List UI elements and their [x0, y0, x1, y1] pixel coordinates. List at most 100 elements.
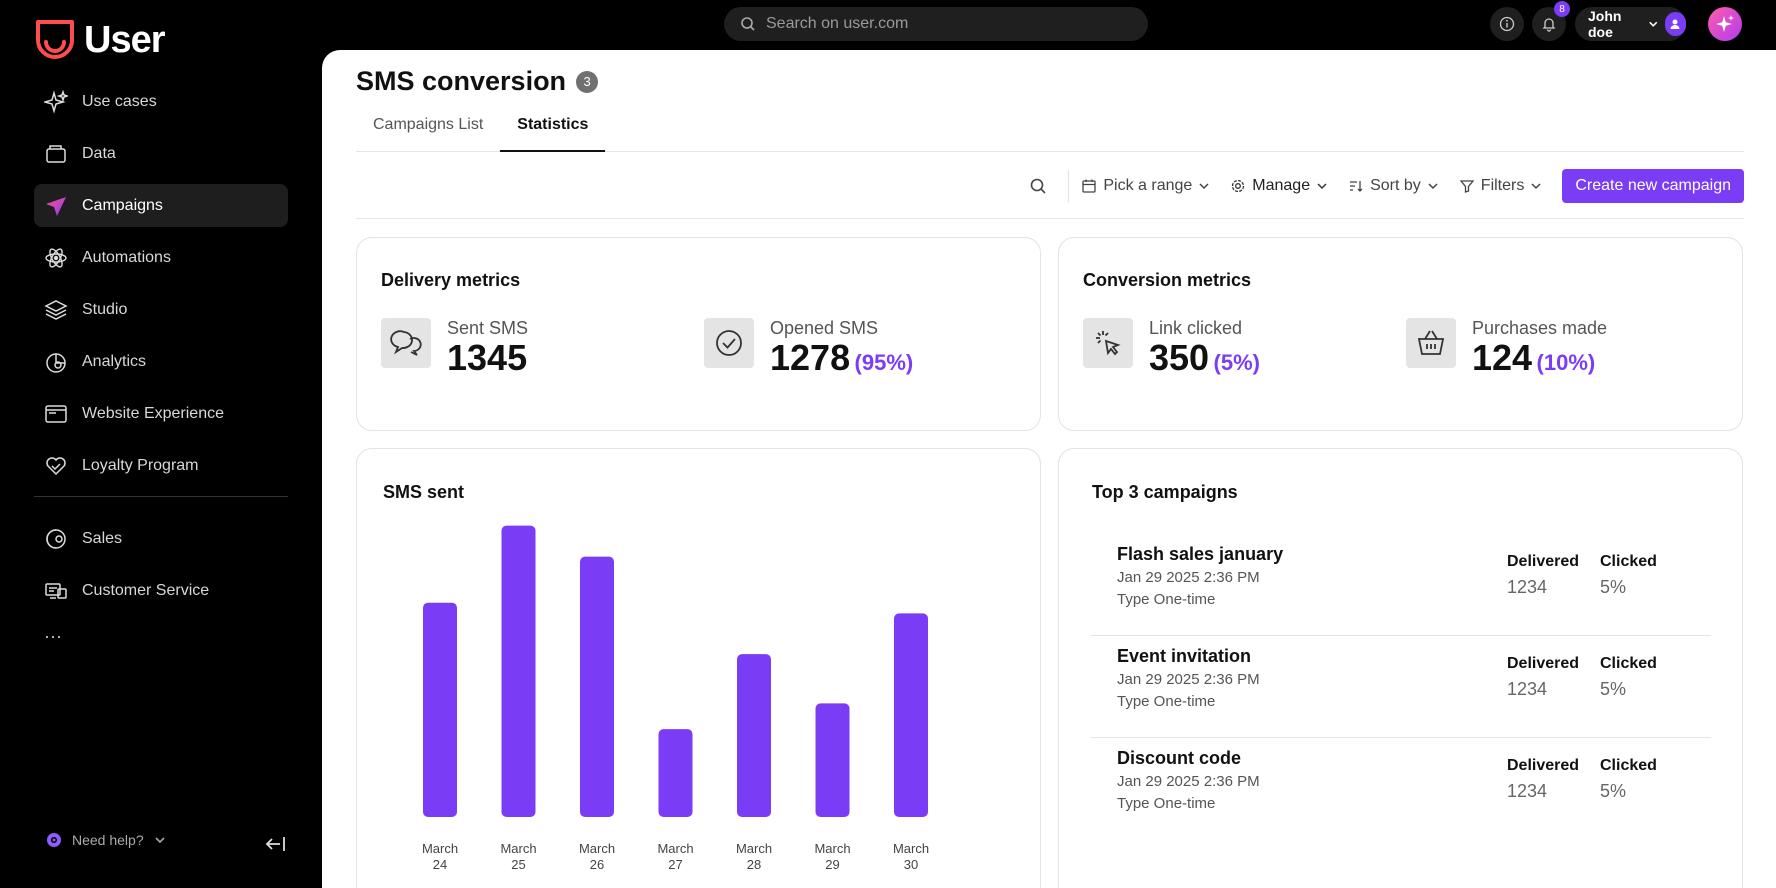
sent-sms-label: Sent SMS: [447, 318, 529, 338]
pick-range-dropdown[interactable]: Pick a range: [1081, 177, 1210, 195]
sidebar-item-analytics[interactable]: Analytics: [34, 340, 288, 383]
campaign-date: Jan 29 2025 2:36 PM: [1117, 671, 1260, 688]
manage-dropdown[interactable]: Manage: [1230, 177, 1328, 195]
user-icon: [1670, 19, 1680, 29]
delivery-metrics-title: Delivery metrics: [381, 270, 521, 290]
row-divider: [1091, 737, 1711, 738]
tab-statistics[interactable]: Statistics: [500, 110, 606, 152]
sidebar-item-studio[interactable]: Studio: [34, 288, 288, 331]
filters-dropdown[interactable]: Filters: [1459, 177, 1543, 195]
campaign-row[interactable]: Flash sales january Jan 29 2025 2:36 PM …: [1091, 531, 1711, 633]
purchases-label: Purchases made: [1472, 318, 1608, 338]
filter-icon: [1459, 180, 1475, 193]
sidebar-item-loyalty-program[interactable]: Loyalty Program: [34, 444, 288, 487]
brand-name: User: [84, 18, 165, 61]
sms-sent-chart-card: SMS sent March 24 March 25 March 26 March 27 Mar…: [356, 448, 1041, 888]
more-options-icon[interactable]: ···: [44, 625, 62, 646]
sidebar-item-automations[interactable]: Automations: [34, 236, 288, 279]
pie-chart-icon: [44, 350, 68, 374]
sales-icon: [44, 527, 68, 551]
chevron-down-icon: [1199, 183, 1209, 190]
clicked-value: 5%: [1600, 679, 1627, 699]
clicked-value: 5%: [1600, 781, 1627, 801]
sent-sms-value: 1345: [447, 337, 528, 378]
notifications-button[interactable]: 8: [1532, 1, 1570, 41]
ai-assistant-button[interactable]: [1708, 7, 1742, 41]
bar-march-27[interactable]: [658, 729, 693, 817]
top-campaigns-title: Top 3 campaigns: [1092, 482, 1238, 502]
x-tick-label: March: [657, 841, 693, 856]
bar-march-26[interactable]: [580, 556, 614, 817]
opened-sms-metric: Opened SMS 1278 (95%): [704, 318, 913, 378]
global-search-input[interactable]: [766, 15, 1106, 33]
sidebar-nav: Use cases Data Campaigns Automations: [34, 80, 288, 651]
avatar: [1664, 12, 1686, 36]
sidebar-item-website-experience[interactable]: Website Experience: [34, 392, 288, 435]
calendar-icon: [1082, 179, 1096, 193]
sidebar-item-label: Data: [82, 144, 116, 162]
conversion-metrics-title: Conversion metrics: [1083, 270, 1252, 290]
opened-sms-value: 1278: [770, 337, 851, 378]
support-chat-icon: [44, 579, 68, 603]
sidebar-item-campaigns[interactable]: Campaigns: [34, 184, 288, 227]
campaign-row[interactable]: Discount code Jan 29 2025 2:36 PM Type O…: [1091, 735, 1711, 837]
sort-icon: [1350, 181, 1363, 192]
delivery-metrics-card: Delivery metrics Sent SMS 1345 Opened SM…: [356, 237, 1041, 431]
chat-bubbles-icon: [381, 318, 431, 368]
delivered-header: Delivered: [1507, 655, 1580, 672]
campaign-name: Event invitation: [1117, 646, 1252, 666]
bar-march-28[interactable]: [737, 654, 771, 817]
chevron-down-icon: [1317, 183, 1327, 190]
sidebar-item-label: Customer Service: [82, 581, 210, 599]
collapse-sidebar-icon[interactable]: [264, 832, 288, 856]
create-campaign-button[interactable]: Create new campaign: [1562, 169, 1744, 203]
bell-icon: [1542, 18, 1556, 32]
need-help-menu[interactable]: Need help?: [46, 832, 166, 848]
toolbar-divider: [1068, 170, 1070, 202]
database-icon: [44, 142, 68, 166]
sent-sms-metric: Sent SMS 1345: [381, 318, 528, 378]
paper-plane-icon: [44, 194, 68, 218]
sidebar-item-customer-service[interactable]: Customer Service: [34, 569, 288, 612]
sort-by-dropdown[interactable]: Sort by: [1348, 177, 1439, 195]
delivered-header: Delivered: [1507, 553, 1580, 570]
heart-hand-icon: [44, 454, 68, 478]
bar-march-24[interactable]: [423, 602, 457, 817]
sidebar: User Use cases Data Campaigns: [0, 0, 322, 888]
purchases-value: 124: [1472, 337, 1533, 378]
opened-sms-label: Opened SMS: [770, 318, 879, 338]
sidebar-item-use-cases[interactable]: Use cases: [34, 80, 288, 123]
sidebar-item-label: Automations: [82, 248, 171, 266]
toolbar-search-button[interactable]: [1018, 168, 1058, 204]
link-clicked-metric: Link clicked 350 (5%): [1083, 318, 1260, 378]
bar-march-25[interactable]: [501, 525, 536, 817]
sidebar-item-sales[interactable]: Sales: [34, 517, 288, 560]
x-tick-label: 24: [433, 857, 447, 872]
x-tick-label: 29: [825, 857, 839, 872]
campaign-name: Discount code: [1117, 748, 1242, 768]
sidebar-item-data[interactable]: Data: [34, 132, 288, 175]
notifications-badge: 8: [1554, 1, 1570, 17]
logo[interactable]: User: [34, 18, 165, 62]
bar-march-30[interactable]: [894, 613, 928, 817]
info-button[interactable]: [1490, 7, 1524, 41]
campaign-count-badge: 3: [576, 70, 599, 93]
sms-sent-bar-chart: March24March25March26March27March28March…: [422, 525, 929, 872]
delivered-value: 1234: [1507, 781, 1548, 801]
tab-campaigns-list[interactable]: Campaigns List: [373, 116, 484, 133]
campaign-row[interactable]: Event invitation Jan 29 2025 2:36 PM Typ…: [1091, 633, 1711, 735]
sidebar-item-label: Use cases: [82, 92, 157, 110]
info-icon: [1499, 16, 1515, 32]
user-menu[interactable]: John doe: [1575, 7, 1686, 41]
campaign-type: Type One-time: [1117, 795, 1216, 812]
pick-range-label: Pick a range: [1103, 177, 1193, 194]
sparkles-icon: [44, 89, 68, 114]
x-tick-label: March: [736, 841, 772, 856]
check-circle-icon: [704, 318, 754, 368]
gear-icon: [1232, 179, 1245, 193]
global-search[interactable]: [724, 7, 1148, 41]
bar-march-29[interactable]: [815, 703, 850, 817]
clicked-header: Clicked: [1600, 655, 1657, 672]
conversion-metrics-card: Conversion metrics Link clicked 350 (5%): [1058, 237, 1743, 431]
